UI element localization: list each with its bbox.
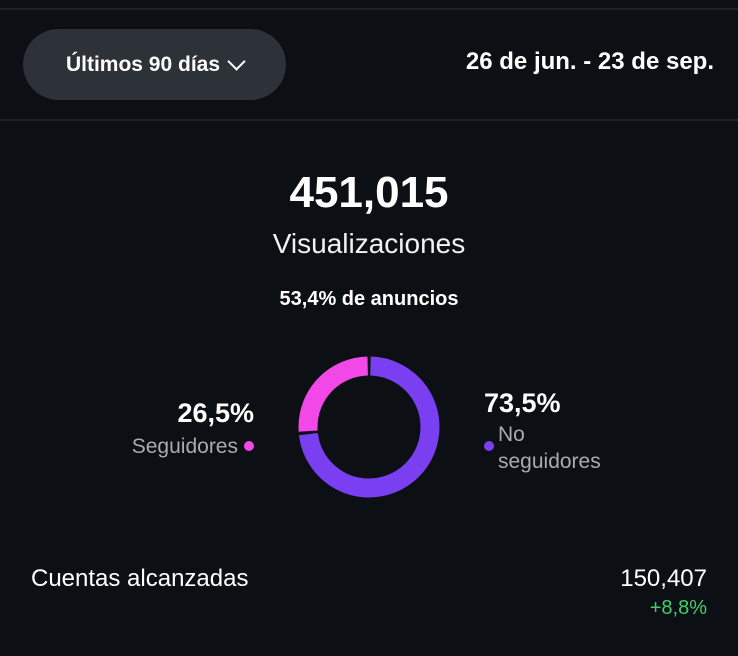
donut-segment-followers [298, 356, 440, 498]
views-donut-chart [298, 356, 440, 498]
followers-legend-dot [244, 441, 254, 451]
non-followers-label-line2: seguidores [498, 450, 601, 473]
non-followers-percent: 73,5% [484, 388, 561, 418]
non-followers-label: No seguidores [498, 421, 601, 475]
header-divider [0, 119, 738, 121]
date-range: 26 de jun. - 23 de sep. [465, 48, 714, 75]
ads-share: 53,4% de anuncios [279, 288, 459, 310]
followers-label: Seguidores [131, 435, 238, 458]
non-followers-legend-dot [484, 441, 494, 451]
views-label: Visualizaciones [272, 228, 466, 259]
metric-change: +8,8% [649, 597, 707, 619]
donut-segment-non-followers [298, 356, 440, 498]
views-total: 451,015 [289, 168, 449, 217]
period-dropdown[interactable]: Últimos 90 días [23, 29, 286, 100]
metric-label: Cuentas alcanzadas [31, 565, 249, 592]
chevron-down-icon [227, 51, 246, 71]
period-label: Últimos 90 días [65, 52, 221, 76]
non-followers-label-line1: No [498, 423, 525, 446]
metric-value: 150,407 [620, 565, 707, 592]
followers-percent: 26,5% [177, 398, 254, 428]
top-divider [0, 8, 738, 10]
